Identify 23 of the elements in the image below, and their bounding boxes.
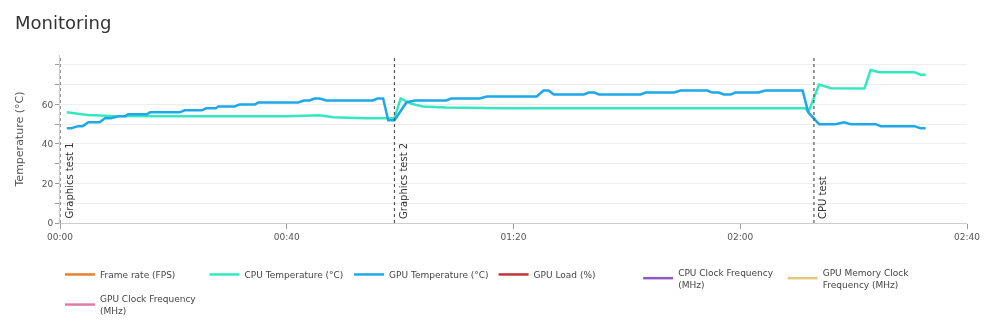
x-tick-label: 02:00	[727, 231, 754, 242]
ref-line-label: Graphics test 2	[397, 142, 409, 219]
legend-label: Frame rate (FPS)	[100, 269, 176, 280]
x-tick-label: 02:40	[954, 231, 981, 242]
legend-label: GPU Load (%)	[533, 269, 596, 280]
y-tick-label: 60	[41, 99, 54, 110]
ref-line-label: Graphics test 1	[63, 142, 75, 219]
x-tick-label: 00:40	[273, 231, 300, 242]
y-tick-label: 0	[47, 218, 54, 229]
legend-label: GPU Temperature (°C)	[389, 269, 489, 280]
chart-title: Monitoring	[15, 12, 112, 34]
ref-line-label: CPU test	[816, 176, 828, 219]
y-axis-title: Temperature (°C)	[13, 91, 27, 188]
line-series	[65, 89, 927, 130]
legend-label: GPU Memory Clock Frequency (MHz)	[822, 267, 910, 290]
y-tick-label: 20	[41, 178, 54, 189]
x-tick-label: 01:20	[500, 231, 527, 242]
legend-label: GPU Clock Frequency (MHz)	[100, 294, 197, 316]
legend-label: CPU Temperature (°C)	[244, 269, 344, 280]
x-tick-label: 00:00	[47, 231, 74, 242]
line-series	[65, 68, 927, 120]
y-tick-label: 40	[41, 139, 54, 150]
legend-label: CPU Clock Frequency (MHz)	[678, 267, 774, 290]
